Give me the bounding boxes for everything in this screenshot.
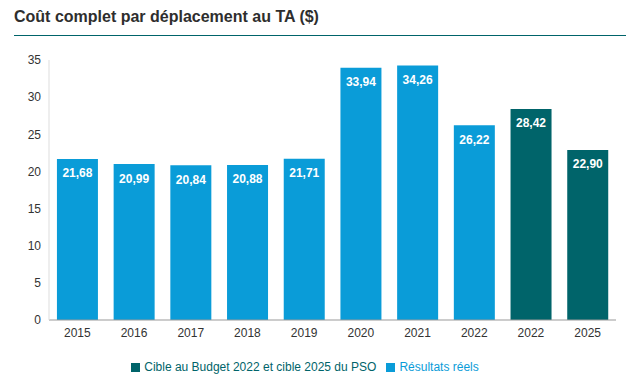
svg-text:35: 35 <box>28 53 42 67</box>
svg-text:2025: 2025 <box>574 326 601 340</box>
svg-text:30: 30 <box>28 90 42 104</box>
html-text:Résultats réels: Résultats réels <box>399 360 479 374</box>
svg-text:20,84: 20,84 <box>176 173 206 187</box>
svg-text:34,26: 34,26 <box>403 73 433 87</box>
svg-text:15: 15 <box>28 202 42 216</box>
svg-text:2017: 2017 <box>177 326 204 340</box>
svg-text:2015: 2015 <box>64 326 91 340</box>
html-text:Cible au Budget 2022 et cible: Cible au Budget 2022 et cible 2025 du PS… <box>144 360 377 374</box>
svg-text:0: 0 <box>34 313 41 327</box>
svg-text:33,94: 33,94 <box>346 75 376 89</box>
svg-text:2021: 2021 <box>404 326 431 340</box>
svg-text:25: 25 <box>28 128 42 142</box>
svg-text:22,90: 22,90 <box>573 157 603 171</box>
svg-text:20: 20 <box>28 165 42 179</box>
svg-text:2020: 2020 <box>347 326 374 340</box>
svg-text:2022: 2022 <box>461 326 488 340</box>
svg-text:21,68: 21,68 <box>62 166 92 180</box>
svg-text:20,99: 20,99 <box>119 172 149 186</box>
svg-text:21,71: 21,71 <box>289 166 319 180</box>
svg-text:20,88: 20,88 <box>233 172 263 186</box>
svg-text:26,22: 26,22 <box>459 133 489 147</box>
svg-text:5: 5 <box>34 276 41 290</box>
svg-text:10: 10 <box>28 239 42 253</box>
svg-text:2018: 2018 <box>234 326 261 340</box>
svg-text:2022: 2022 <box>518 326 545 340</box>
html-text:Coût complet par déplacement a: Coût complet par déplacement au TA ($) <box>14 8 319 25</box>
svg-text:28,42: 28,42 <box>516 116 546 130</box>
svg-text:2016: 2016 <box>121 326 148 340</box>
svg-text:2019: 2019 <box>291 326 318 340</box>
